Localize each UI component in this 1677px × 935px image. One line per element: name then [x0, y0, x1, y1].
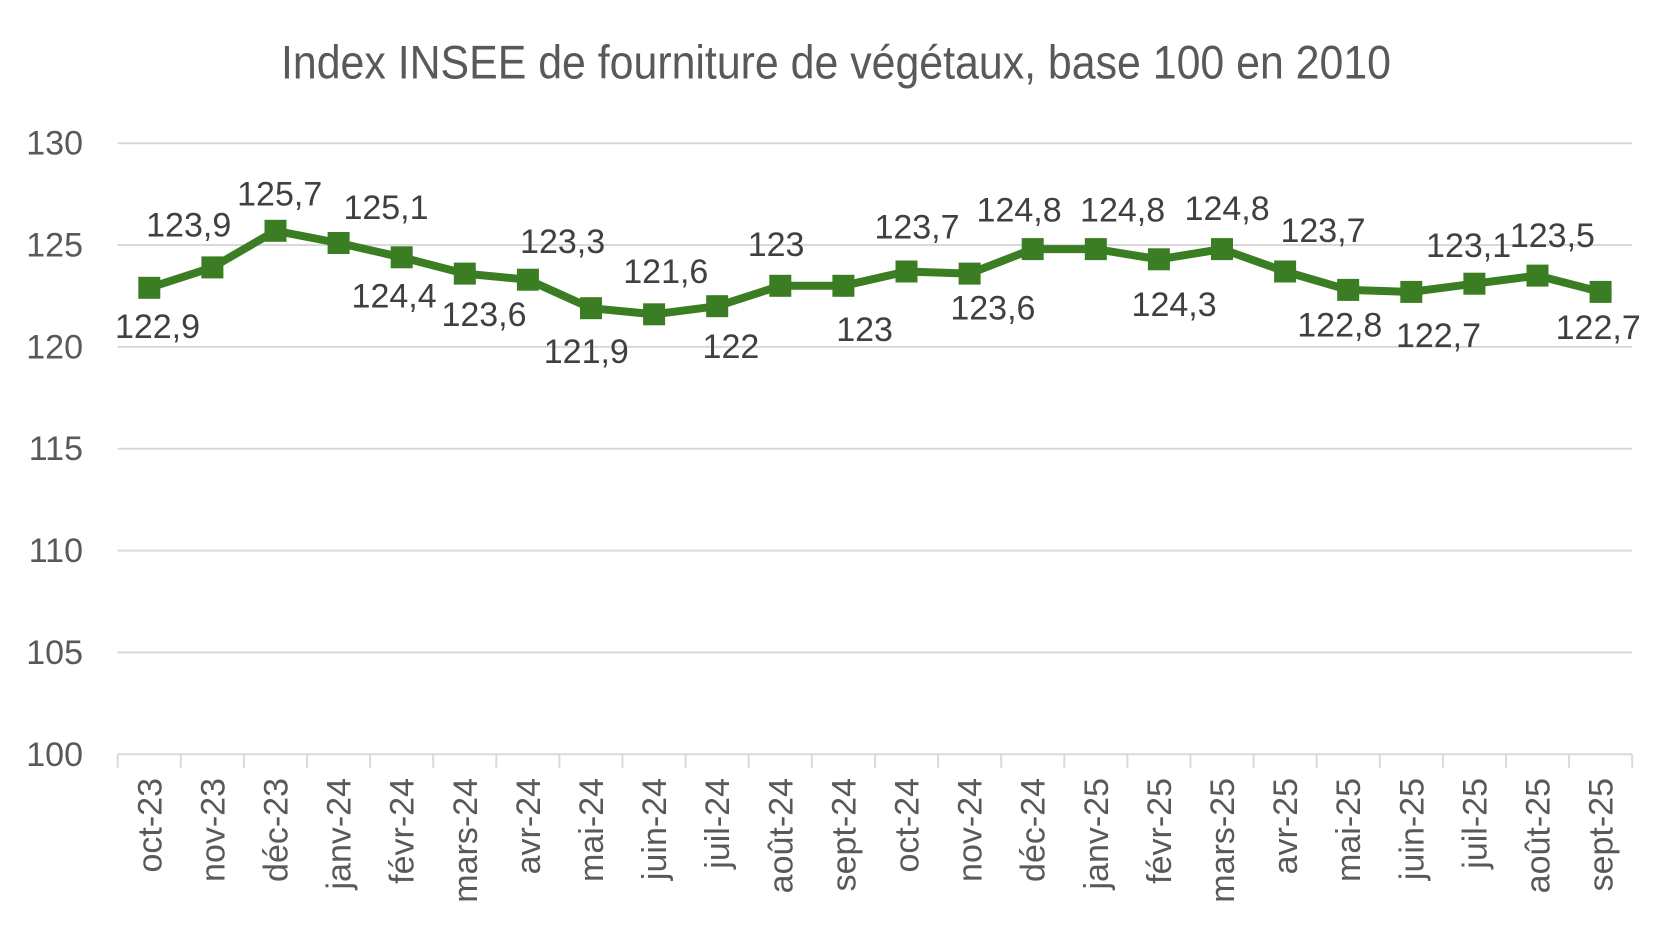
svg-text:123,1: 123,1 — [1426, 227, 1511, 265]
svg-text:juin-25: juin-25 — [1393, 778, 1431, 881]
svg-text:oct-23: oct-23 — [131, 778, 169, 873]
svg-text:nov-23: nov-23 — [194, 778, 232, 882]
svg-text:122,7: 122,7 — [1556, 309, 1641, 347]
svg-text:sept-24: sept-24 — [825, 778, 863, 891]
svg-text:122,8: 122,8 — [1297, 307, 1382, 345]
svg-text:juil-24: juil-24 — [699, 778, 737, 870]
svg-text:févr-24: févr-24 — [384, 778, 422, 884]
svg-text:févr-25: févr-25 — [1141, 778, 1179, 884]
svg-text:juil-25: juil-25 — [1456, 778, 1494, 870]
svg-text:avr-25: avr-25 — [1267, 778, 1305, 874]
svg-text:120: 120 — [26, 328, 83, 366]
svg-text:125: 125 — [26, 227, 83, 265]
svg-text:122,7: 122,7 — [1396, 317, 1481, 355]
svg-text:août-24: août-24 — [762, 778, 800, 893]
svg-text:123,7: 123,7 — [1280, 212, 1365, 250]
svg-text:mars-25: mars-25 — [1204, 778, 1242, 903]
svg-text:mars-24: mars-24 — [447, 778, 485, 903]
svg-text:janv-24: janv-24 — [321, 778, 359, 891]
svg-text:Index INSEE de fourniture de v: Index INSEE de fourniture de végétaux, b… — [281, 36, 1391, 89]
svg-text:123,6: 123,6 — [950, 290, 1035, 328]
svg-text:123,3: 123,3 — [520, 223, 605, 261]
svg-text:déc-24: déc-24 — [1015, 778, 1053, 882]
svg-text:sept-25: sept-25 — [1583, 778, 1621, 891]
svg-text:123,9: 123,9 — [146, 207, 231, 245]
svg-text:100: 100 — [26, 736, 83, 774]
svg-text:105: 105 — [26, 634, 83, 672]
svg-text:122,9: 122,9 — [115, 308, 200, 346]
svg-text:124,8: 124,8 — [977, 192, 1062, 230]
svg-text:123,6: 123,6 — [441, 296, 526, 334]
svg-text:123,5: 123,5 — [1510, 217, 1595, 255]
svg-text:mai-24: mai-24 — [573, 778, 611, 882]
svg-text:125,7: 125,7 — [237, 175, 322, 213]
svg-text:124,8: 124,8 — [1080, 192, 1165, 230]
svg-text:nov-24: nov-24 — [952, 778, 990, 882]
svg-text:avr-24: avr-24 — [510, 778, 548, 874]
svg-text:oct-24: oct-24 — [889, 778, 927, 873]
svg-text:123,7: 123,7 — [874, 209, 959, 247]
svg-text:121,9: 121,9 — [544, 333, 629, 371]
svg-text:125,1: 125,1 — [343, 189, 428, 227]
svg-text:123: 123 — [748, 226, 805, 264]
svg-text:124,8: 124,8 — [1185, 190, 1270, 228]
svg-text:déc-23: déc-23 — [258, 778, 296, 882]
svg-text:janv-25: janv-25 — [1078, 778, 1116, 891]
svg-text:115: 115 — [29, 430, 83, 468]
svg-text:juin-24: juin-24 — [636, 778, 674, 881]
svg-text:121,6: 121,6 — [623, 253, 708, 291]
svg-text:110: 110 — [29, 532, 83, 570]
svg-text:août-25: août-25 — [1520, 778, 1558, 893]
svg-text:124,3: 124,3 — [1132, 286, 1217, 324]
svg-text:mai-25: mai-25 — [1330, 778, 1368, 882]
svg-text:123: 123 — [836, 311, 893, 349]
svg-text:130: 130 — [26, 125, 83, 163]
svg-text:122: 122 — [703, 328, 760, 366]
svg-text:124,4: 124,4 — [352, 278, 437, 316]
